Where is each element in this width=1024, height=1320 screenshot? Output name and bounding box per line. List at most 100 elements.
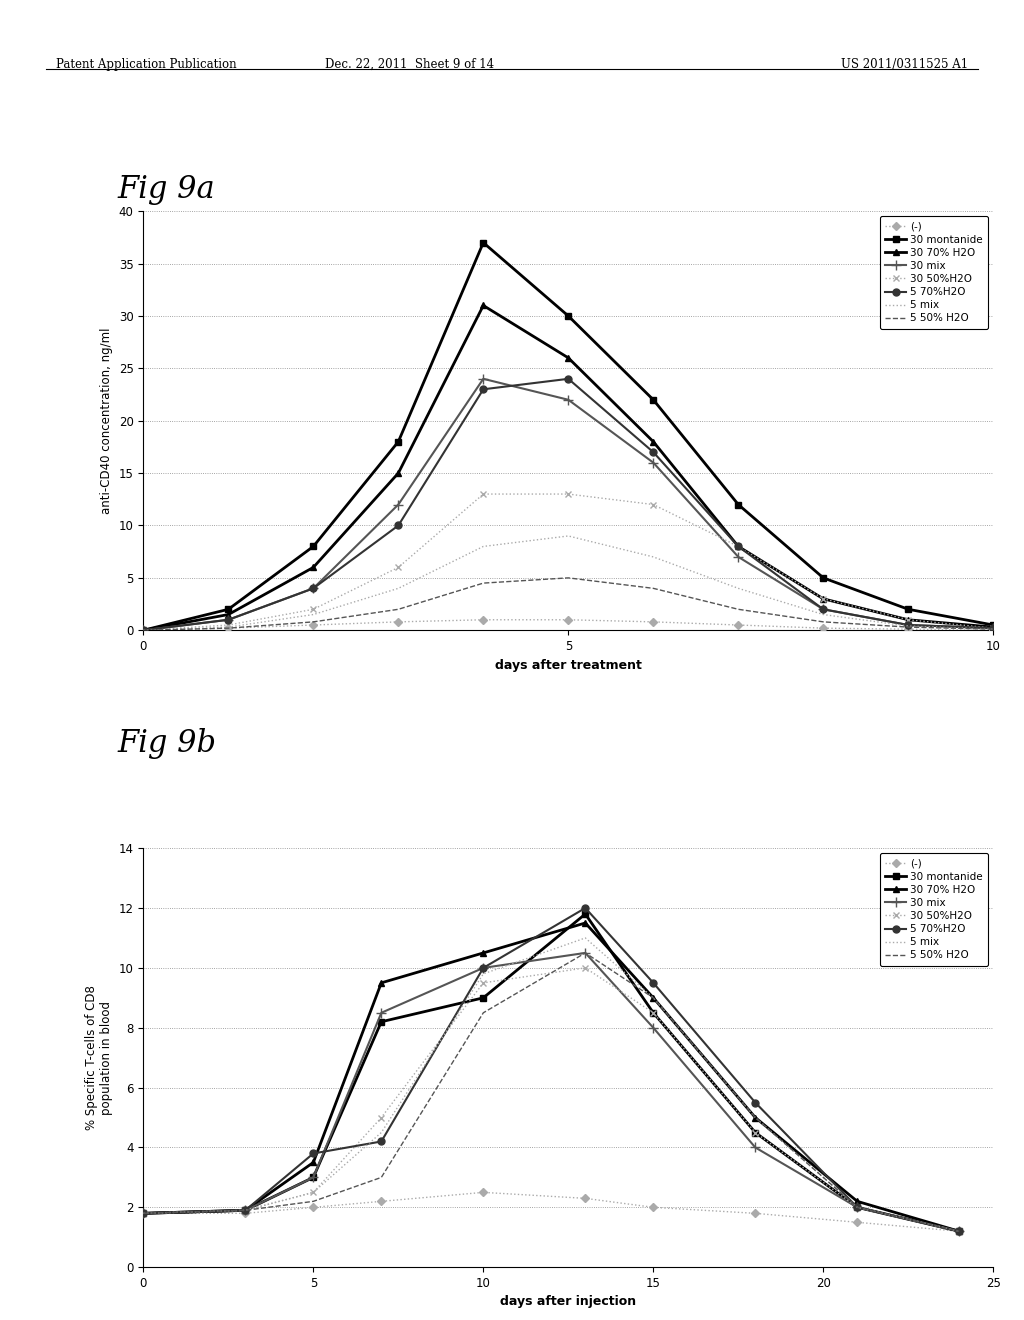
30 montanide (137, 1205, 150, 1221)
Y-axis label: anti-CD40 concentration, ng/ml: anti-CD40 concentration, ng/ml (100, 327, 114, 513)
30 70% H2O (580, 915, 592, 931)
5 mix (851, 1200, 863, 1216)
Line: 5 70%H2O: 5 70%H2O (140, 375, 996, 634)
30 montanide (375, 1014, 387, 1030)
5 mix (987, 622, 999, 638)
30 mix (375, 1005, 387, 1020)
Line: 5 70%H2O: 5 70%H2O (140, 904, 963, 1234)
30 mix (137, 622, 150, 638)
5 70%H2O (851, 1200, 863, 1216)
30 mix (732, 549, 744, 565)
30 70% H2O (851, 1193, 863, 1209)
(-) (307, 1200, 319, 1216)
5 50% H2O (750, 1110, 762, 1126)
Text: Fig 9b: Fig 9b (118, 729, 217, 759)
5 mix (647, 549, 659, 565)
5 50% H2O (817, 614, 829, 630)
30 50%H2O (137, 1205, 150, 1221)
30 50%H2O (750, 1125, 762, 1140)
30 70% H2O (392, 465, 404, 480)
30 50%H2O (375, 1110, 387, 1126)
(-) (137, 1205, 150, 1221)
30 50%H2O (851, 1200, 863, 1216)
30 mix (477, 960, 489, 975)
(-) (817, 620, 829, 636)
Line: 30 50%H2O: 30 50%H2O (140, 491, 996, 634)
(-) (851, 1214, 863, 1230)
30 50%H2O (240, 1203, 252, 1218)
5 mix (375, 1125, 387, 1140)
5 70%H2O (392, 517, 404, 533)
30 mix (647, 1020, 659, 1036)
Text: Fig 9a: Fig 9a (118, 174, 215, 205)
30 mix (222, 612, 234, 628)
Line: 30 70% H2O: 30 70% H2O (140, 920, 963, 1234)
30 montanide (750, 1125, 762, 1140)
5 mix (307, 1184, 319, 1200)
30 50%H2O (222, 616, 234, 632)
5 mix (137, 622, 150, 638)
5 50% H2O (307, 614, 319, 630)
30 montanide (647, 1005, 659, 1020)
30 50%H2O (953, 1224, 966, 1239)
30 70% H2O (750, 1110, 762, 1126)
(-) (222, 620, 234, 636)
30 50%H2O (580, 960, 592, 975)
30 mix (580, 945, 592, 961)
30 50%H2O (562, 486, 574, 502)
Line: 5 mix: 5 mix (143, 536, 993, 630)
30 50%H2O (307, 602, 319, 618)
30 70% H2O (307, 1155, 319, 1171)
5 50% H2O (953, 1224, 966, 1239)
(-) (137, 622, 150, 638)
5 50% H2O (477, 576, 489, 591)
Line: 30 montanide: 30 montanide (140, 911, 963, 1234)
5 50% H2O (647, 990, 659, 1006)
Text: US 2011/0311525 A1: US 2011/0311525 A1 (841, 58, 968, 71)
30 montanide (137, 622, 150, 638)
5 mix (477, 539, 489, 554)
30 50%H2O (647, 1005, 659, 1020)
Line: (-): (-) (140, 616, 996, 634)
Line: 30 70% H2O: 30 70% H2O (140, 302, 996, 634)
Text: Dec. 22, 2011  Sheet 9 of 14: Dec. 22, 2011 Sheet 9 of 14 (325, 58, 495, 71)
5 mix (953, 1224, 966, 1239)
30 50%H2O (392, 560, 404, 576)
30 70% H2O (902, 612, 914, 628)
5 70%H2O (137, 1205, 150, 1221)
5 50% H2O (307, 1193, 319, 1209)
5 70%H2O (477, 381, 489, 397)
(-) (750, 1205, 762, 1221)
30 montanide (562, 308, 574, 323)
Line: 30 mix: 30 mix (138, 948, 965, 1236)
(-) (647, 614, 659, 630)
5 50% H2O (477, 1005, 489, 1020)
5 70%H2O (307, 1146, 319, 1162)
Line: 30 50%H2O: 30 50%H2O (140, 965, 963, 1234)
5 70%H2O (562, 371, 574, 387)
30 mix (953, 1224, 966, 1239)
30 montanide (307, 539, 319, 554)
5 50% H2O (137, 622, 150, 638)
Line: 30 montanide: 30 montanide (140, 239, 996, 634)
30 50%H2O (137, 622, 150, 638)
Line: 5 mix: 5 mix (143, 939, 959, 1232)
30 mix (562, 392, 574, 408)
30 montanide (477, 235, 489, 251)
30 50%H2O (987, 620, 999, 636)
30 montanide (222, 602, 234, 618)
5 mix (817, 607, 829, 623)
5 70%H2O (647, 975, 659, 991)
(-) (392, 614, 404, 630)
5 70%H2O (750, 1094, 762, 1110)
30 montanide (647, 392, 659, 408)
5 50% H2O (137, 1205, 150, 1221)
5 70%H2O (240, 1203, 252, 1218)
5 50% H2O (375, 1170, 387, 1185)
5 50% H2O (987, 622, 999, 638)
5 70%H2O (647, 445, 659, 461)
5 50% H2O (562, 570, 574, 586)
30 70% H2O (987, 619, 999, 635)
30 70% H2O (732, 539, 744, 554)
30 mix (817, 602, 829, 618)
